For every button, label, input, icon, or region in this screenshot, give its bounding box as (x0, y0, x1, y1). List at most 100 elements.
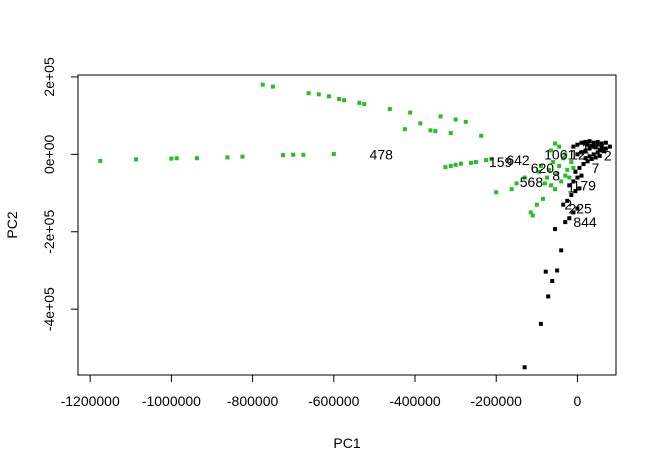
data-point (331, 151, 336, 156)
data-point (306, 91, 311, 96)
data-point (565, 198, 570, 203)
data-point (547, 167, 552, 172)
data-point (479, 133, 484, 138)
point-label: 844 (573, 214, 597, 230)
data-point (585, 159, 590, 164)
data-point (593, 155, 598, 160)
data-point (169, 156, 174, 161)
x-tick-label: -200000 (471, 393, 523, 409)
data-point (563, 220, 568, 225)
data-point (174, 156, 179, 161)
data-point (281, 153, 286, 158)
x-axis-title: PC1 (333, 435, 360, 451)
data-point (567, 175, 572, 180)
data-point (607, 144, 612, 149)
data-point (555, 268, 560, 273)
data-point (567, 183, 572, 188)
point-label: 179 (573, 177, 597, 193)
data-point (575, 206, 580, 211)
data-point (575, 175, 580, 180)
point-label: 568 (520, 174, 544, 190)
data-point (557, 163, 562, 168)
data-point (575, 142, 580, 147)
data-point (301, 152, 306, 157)
data-point (469, 160, 474, 165)
data-point (542, 181, 547, 186)
data-point (585, 142, 590, 147)
data-point (567, 216, 572, 221)
data-point (428, 128, 433, 133)
data-point (559, 248, 564, 253)
data-point (448, 163, 453, 168)
point-label: 1061 (544, 146, 575, 162)
data-point (538, 163, 543, 168)
point-label: 2 (604, 148, 612, 164)
data-point (453, 117, 458, 122)
data-point (595, 150, 600, 155)
data-point (559, 179, 564, 184)
data-point (599, 141, 604, 146)
data-point (433, 129, 438, 134)
data-point (528, 210, 533, 215)
point-label: 7 (592, 160, 600, 176)
data-point (569, 193, 574, 197)
data-point (240, 154, 245, 159)
data-point (591, 152, 596, 157)
data-point (555, 171, 560, 176)
data-point (341, 98, 346, 103)
data-point (134, 157, 139, 162)
data-point (553, 141, 558, 146)
data-point (473, 160, 478, 165)
data-point (463, 119, 468, 124)
data-point (357, 100, 362, 105)
data-point (549, 148, 554, 153)
data-point (438, 114, 443, 119)
data-point (551, 160, 556, 165)
point-label: 1 (581, 141, 589, 157)
data-point (453, 162, 458, 167)
data-point (494, 190, 499, 195)
data-point (575, 152, 580, 157)
data-point (583, 148, 588, 153)
data-point (561, 156, 566, 161)
data-point (557, 144, 562, 149)
data-point (326, 94, 331, 99)
data-point (443, 165, 448, 170)
data-point (448, 131, 453, 136)
data-point (579, 150, 584, 155)
data-point (484, 158, 489, 163)
data-point (546, 294, 551, 299)
data-point (581, 140, 586, 145)
data-point (291, 152, 296, 157)
data-point (587, 154, 592, 159)
y-tick-label: -4e+05 (41, 287, 57, 331)
point-label: 159 (489, 154, 513, 170)
data-point (571, 165, 576, 170)
x-tick-label: -1000000 (142, 393, 201, 409)
data-point (522, 365, 527, 370)
data-point (581, 162, 586, 167)
data-point (489, 157, 494, 161)
data-point (418, 121, 423, 126)
point-label: 1 (567, 179, 575, 195)
data-point (587, 139, 592, 144)
data-point (591, 144, 596, 149)
plot-box (77, 74, 617, 376)
data-point (571, 144, 576, 149)
x-tick-label: -1200000 (61, 393, 120, 409)
data-point (563, 173, 568, 178)
data-point (514, 181, 519, 186)
data-point (583, 156, 588, 161)
data-point (593, 145, 598, 150)
y-tick-label: 2e+05 (41, 57, 57, 97)
data-point (589, 157, 594, 161)
point-label: 620 (531, 160, 555, 176)
data-point (534, 202, 539, 207)
y-tick-label: 0e+00 (41, 134, 57, 174)
data-point (408, 110, 413, 115)
data-point (225, 155, 230, 160)
data-point (387, 107, 392, 112)
point-label: 2 (564, 197, 572, 213)
data-point (260, 82, 265, 87)
data-point (536, 169, 541, 174)
